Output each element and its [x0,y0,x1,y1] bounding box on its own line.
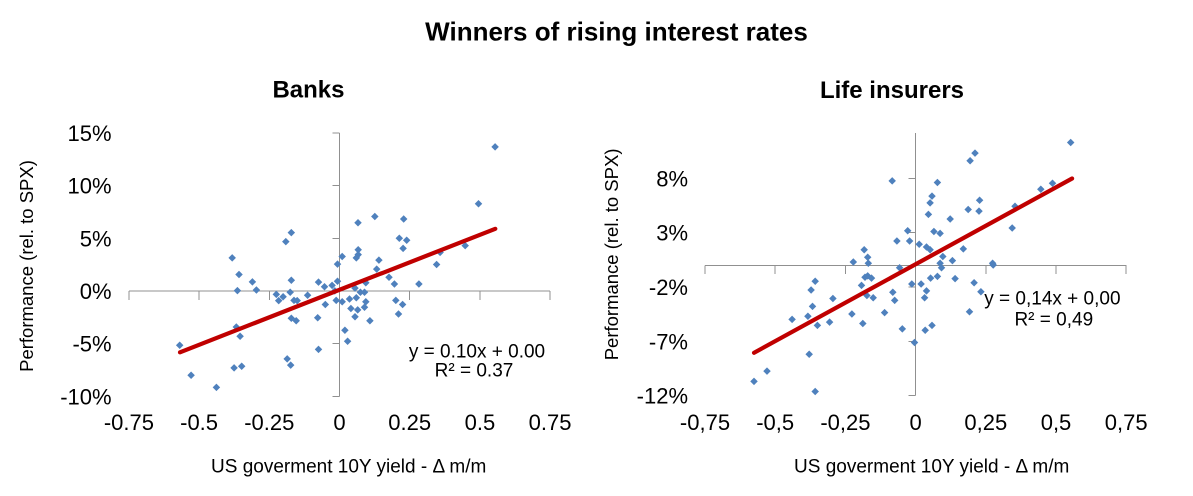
svg-text:0.5: 0.5 [465,410,496,435]
svg-text:-7%: -7% [649,329,688,354]
svg-text:15%: 15% [68,121,112,146]
svg-text:-0.25: -0.25 [244,410,294,435]
svg-text:5%: 5% [80,226,112,251]
svg-text:0,75: 0,75 [1105,410,1148,435]
svg-text:-2%: -2% [649,275,688,300]
svg-text:US goverment 10Y yield - Δ m/m: US goverment 10Y yield - Δ m/m [794,457,1069,478]
svg-text:y = 0,14x + 0,00: y = 0,14x + 0,00 [984,289,1120,310]
svg-text:y = 0.10x + 0.00: y = 0.10x + 0.00 [409,342,545,363]
svg-text:10%: 10% [68,174,112,199]
svg-text:Life insurers: Life insurers [820,77,964,104]
svg-text:0.25: 0.25 [388,410,431,435]
svg-text:R² = 0,49: R² = 0,49 [1014,310,1093,331]
svg-text:0,5: 0,5 [1041,410,1072,435]
svg-text:-12%: -12% [637,384,688,409]
svg-text:-0.5: -0.5 [180,410,218,435]
svg-text:-0,25: -0,25 [820,410,870,435]
svg-text:0: 0 [909,410,921,435]
svg-text:0,25: 0,25 [964,410,1007,435]
svg-text:Winners of rising interest rat: Winners of rising interest rates [425,17,808,47]
svg-text:Performance (rel. to SPX): Performance (rel. to SPX) [16,160,37,372]
svg-text:0: 0 [333,410,345,435]
svg-text:-0,75: -0,75 [680,410,730,435]
svg-text:0%: 0% [80,279,112,304]
svg-text:-0.75: -0.75 [104,410,154,435]
svg-text:R² = 0.37: R² = 0.37 [435,360,514,381]
svg-text:0.75: 0.75 [529,410,572,435]
svg-text:3%: 3% [656,221,688,246]
svg-text:8%: 8% [656,166,688,191]
svg-text:-0,5: -0,5 [756,410,794,435]
svg-text:US goverment 10Y yield - Δ m/m: US goverment 10Y yield - Δ m/m [211,457,486,478]
svg-text:-10%: -10% [60,384,111,409]
svg-text:-5%: -5% [72,332,111,357]
svg-text:Performance (rel. to SPX): Performance (rel. to SPX) [601,149,622,361]
svg-text:Banks: Banks [272,77,344,104]
